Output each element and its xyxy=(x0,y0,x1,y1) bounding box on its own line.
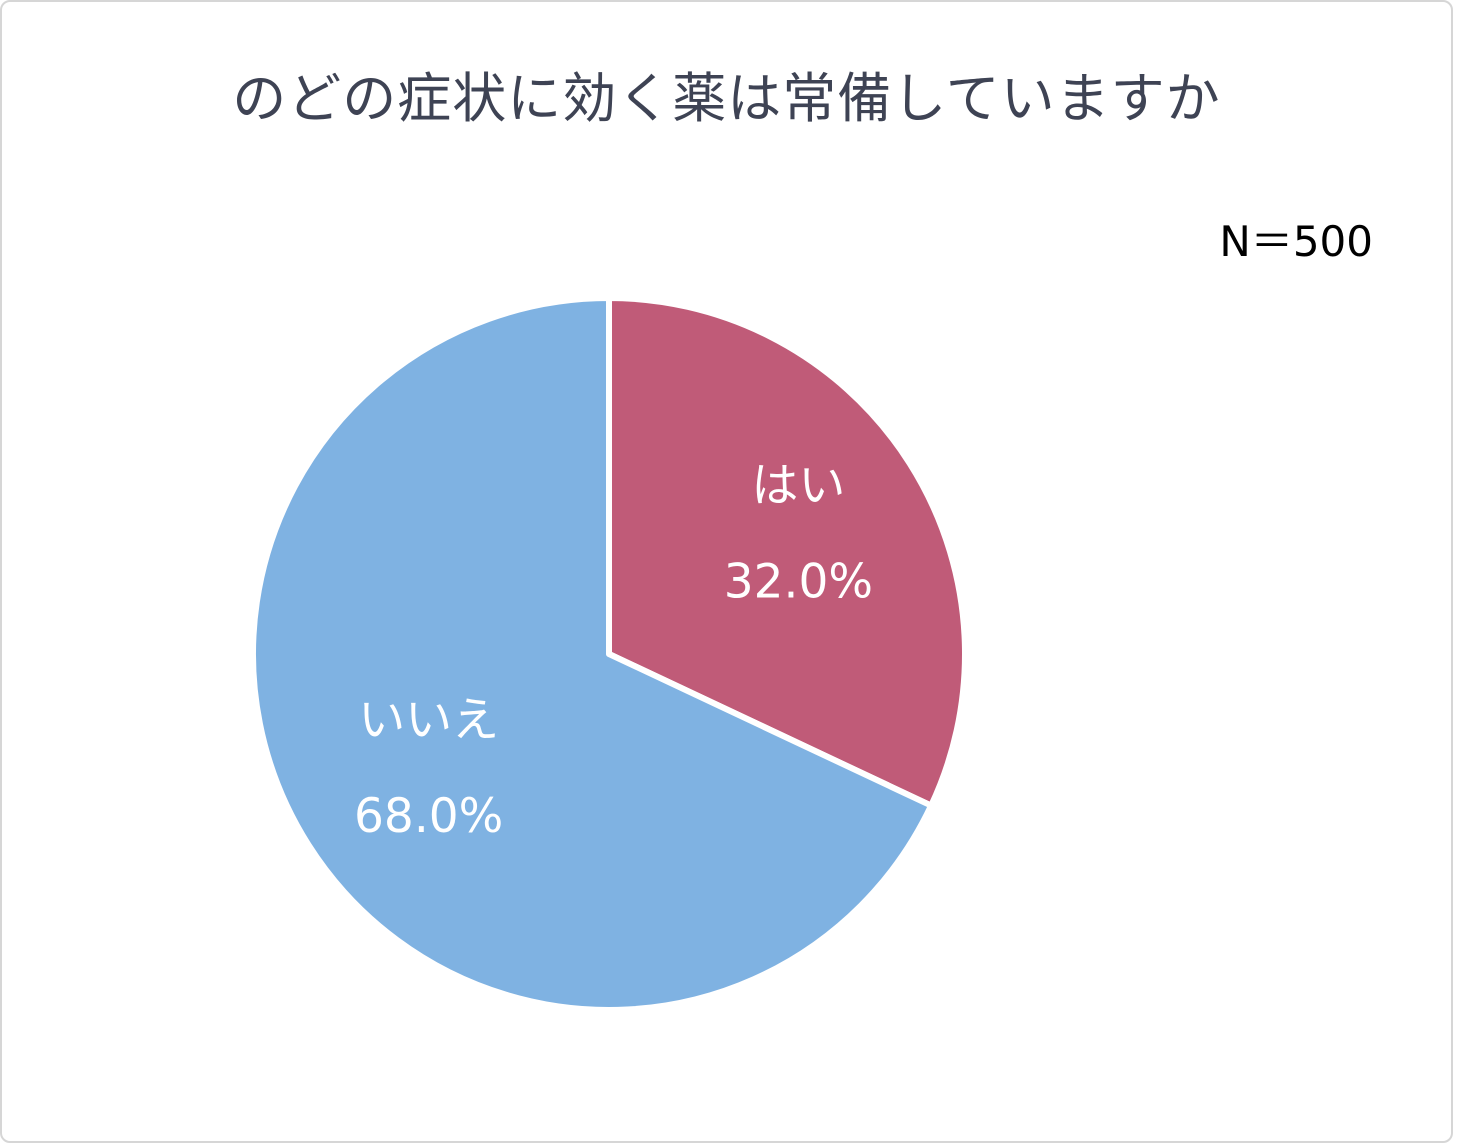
slice-value-label-1: 68.0% xyxy=(354,789,503,844)
pie-slice-0 xyxy=(606,295,969,809)
slice-category-label-1: いいえ xyxy=(358,693,499,748)
pie-slice-1 xyxy=(250,295,935,1013)
slice-value-label-0: 32.0% xyxy=(724,554,873,609)
slice-category-label-0: はい xyxy=(751,458,845,513)
chart-title: のどの症状に効く薬は常備していますか xyxy=(232,67,1221,130)
sample-size-label: N＝500 xyxy=(1219,217,1373,266)
